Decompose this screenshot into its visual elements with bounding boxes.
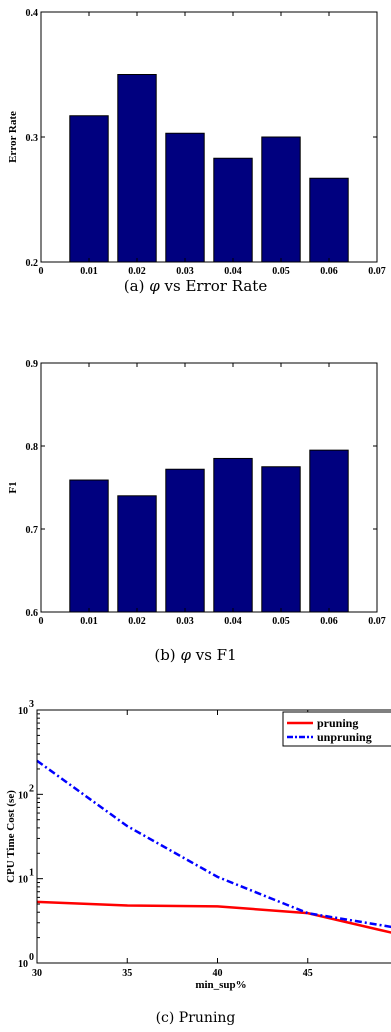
x-tick-label: 0 [39, 616, 44, 627]
y-tick-label: 0.4 [26, 8, 39, 19]
bar-0.03 [165, 468, 205, 613]
series-line-pruning [36, 900, 391, 934]
x-tick-label: 30 [32, 968, 42, 979]
bar-0.04 [213, 457, 253, 613]
y-tick-label: 10 [18, 706, 28, 717]
x-axis-label: min_sup% [195, 979, 246, 991]
y-tick-label: 0.7 [26, 525, 39, 536]
caption-a: (a) φ vs Error Rate [123, 277, 268, 295]
bar-0.02 [117, 74, 157, 263]
plot-frame [40, 362, 378, 613]
caption-c: (c) Pruning [155, 1010, 236, 1026]
bar-0.01 [69, 479, 109, 613]
y-tick-label: 0.6 [26, 608, 39, 619]
x-tick-label: 0.04 [224, 266, 242, 275]
y-axis-label: F1 [7, 481, 19, 493]
y-axis-label: Error Rate [7, 111, 19, 163]
y-tick-exponent: 3 [29, 699, 34, 710]
x-tick-label: 45 [303, 968, 313, 979]
f1-bar-chart: 0 0.01 0.02 0.03 0.04 0.05 0.06 0.07 0.6 0.7 0.8 0.… [7, 359, 386, 627]
x-tick-label: 0.07 [368, 616, 386, 627]
plot-frame [36, 709, 391, 964]
series-line-unpruning [36, 759, 391, 929]
y-tick-label: 10 [18, 790, 28, 801]
x-tick-label: 0.07 [368, 266, 386, 275]
y-tick-label: 0.9 [26, 359, 39, 370]
y-tick-label: 0.3 [26, 133, 39, 144]
x-tick-label: 0.01 [80, 266, 98, 275]
legend-label-pruning: pruning [317, 716, 358, 730]
x-tick-label: 0.01 [80, 616, 98, 627]
y-tick-exponent: 0 [29, 952, 34, 963]
bar-0.01 [69, 115, 109, 263]
y-axis-label: CPU Time Cost (se) [5, 790, 17, 883]
legend-box [282, 711, 391, 747]
legend-label-unpruning: unpruning [317, 730, 372, 744]
x-tick-label: 0.04 [224, 616, 242, 627]
cpu-time-line-chart: 3035404550100101102103CPU Time Cost (se)… [5, 699, 391, 991]
x-tick-label: 0.02 [128, 266, 146, 275]
y-tick-exponent: 2 [29, 783, 34, 794]
bar-0.04 [213, 157, 253, 263]
x-tick-label: 0.03 [176, 616, 194, 627]
y-tick-label: 10 [18, 959, 28, 970]
x-tick-label: 0.02 [128, 616, 146, 627]
bar-0.02 [117, 495, 157, 613]
bar-0.06 [309, 177, 349, 263]
x-tick-label: 0.05 [272, 616, 290, 627]
y-tick-label: 0.2 [26, 258, 39, 269]
caption-b: (b) φ vs F1 [154, 646, 237, 664]
x-tick-label: 40 [213, 968, 223, 979]
x-tick-label: 0.06 [320, 266, 338, 275]
y-tick-label: 10 [18, 875, 28, 886]
bar-0.03 [165, 132, 205, 263]
bar-0.06 [309, 449, 349, 613]
x-tick-label: 0.05 [272, 266, 290, 275]
bar-0.05 [261, 136, 301, 263]
x-tick-label: 0.06 [320, 616, 338, 627]
x-tick-label: 35 [122, 968, 132, 979]
y-tick-label: 0.8 [26, 442, 39, 453]
x-tick-label: 0 [39, 266, 44, 275]
bar-0.05 [261, 466, 301, 613]
y-tick-exponent: 1 [29, 868, 34, 879]
x-tick-label: 0.03 [176, 266, 194, 275]
error-rate-bar-chart: 0 0.01 0.02 0.03 0.04 0.05 0.06 0.07 0.2 0.3 0.4 Er… [7, 8, 386, 275]
